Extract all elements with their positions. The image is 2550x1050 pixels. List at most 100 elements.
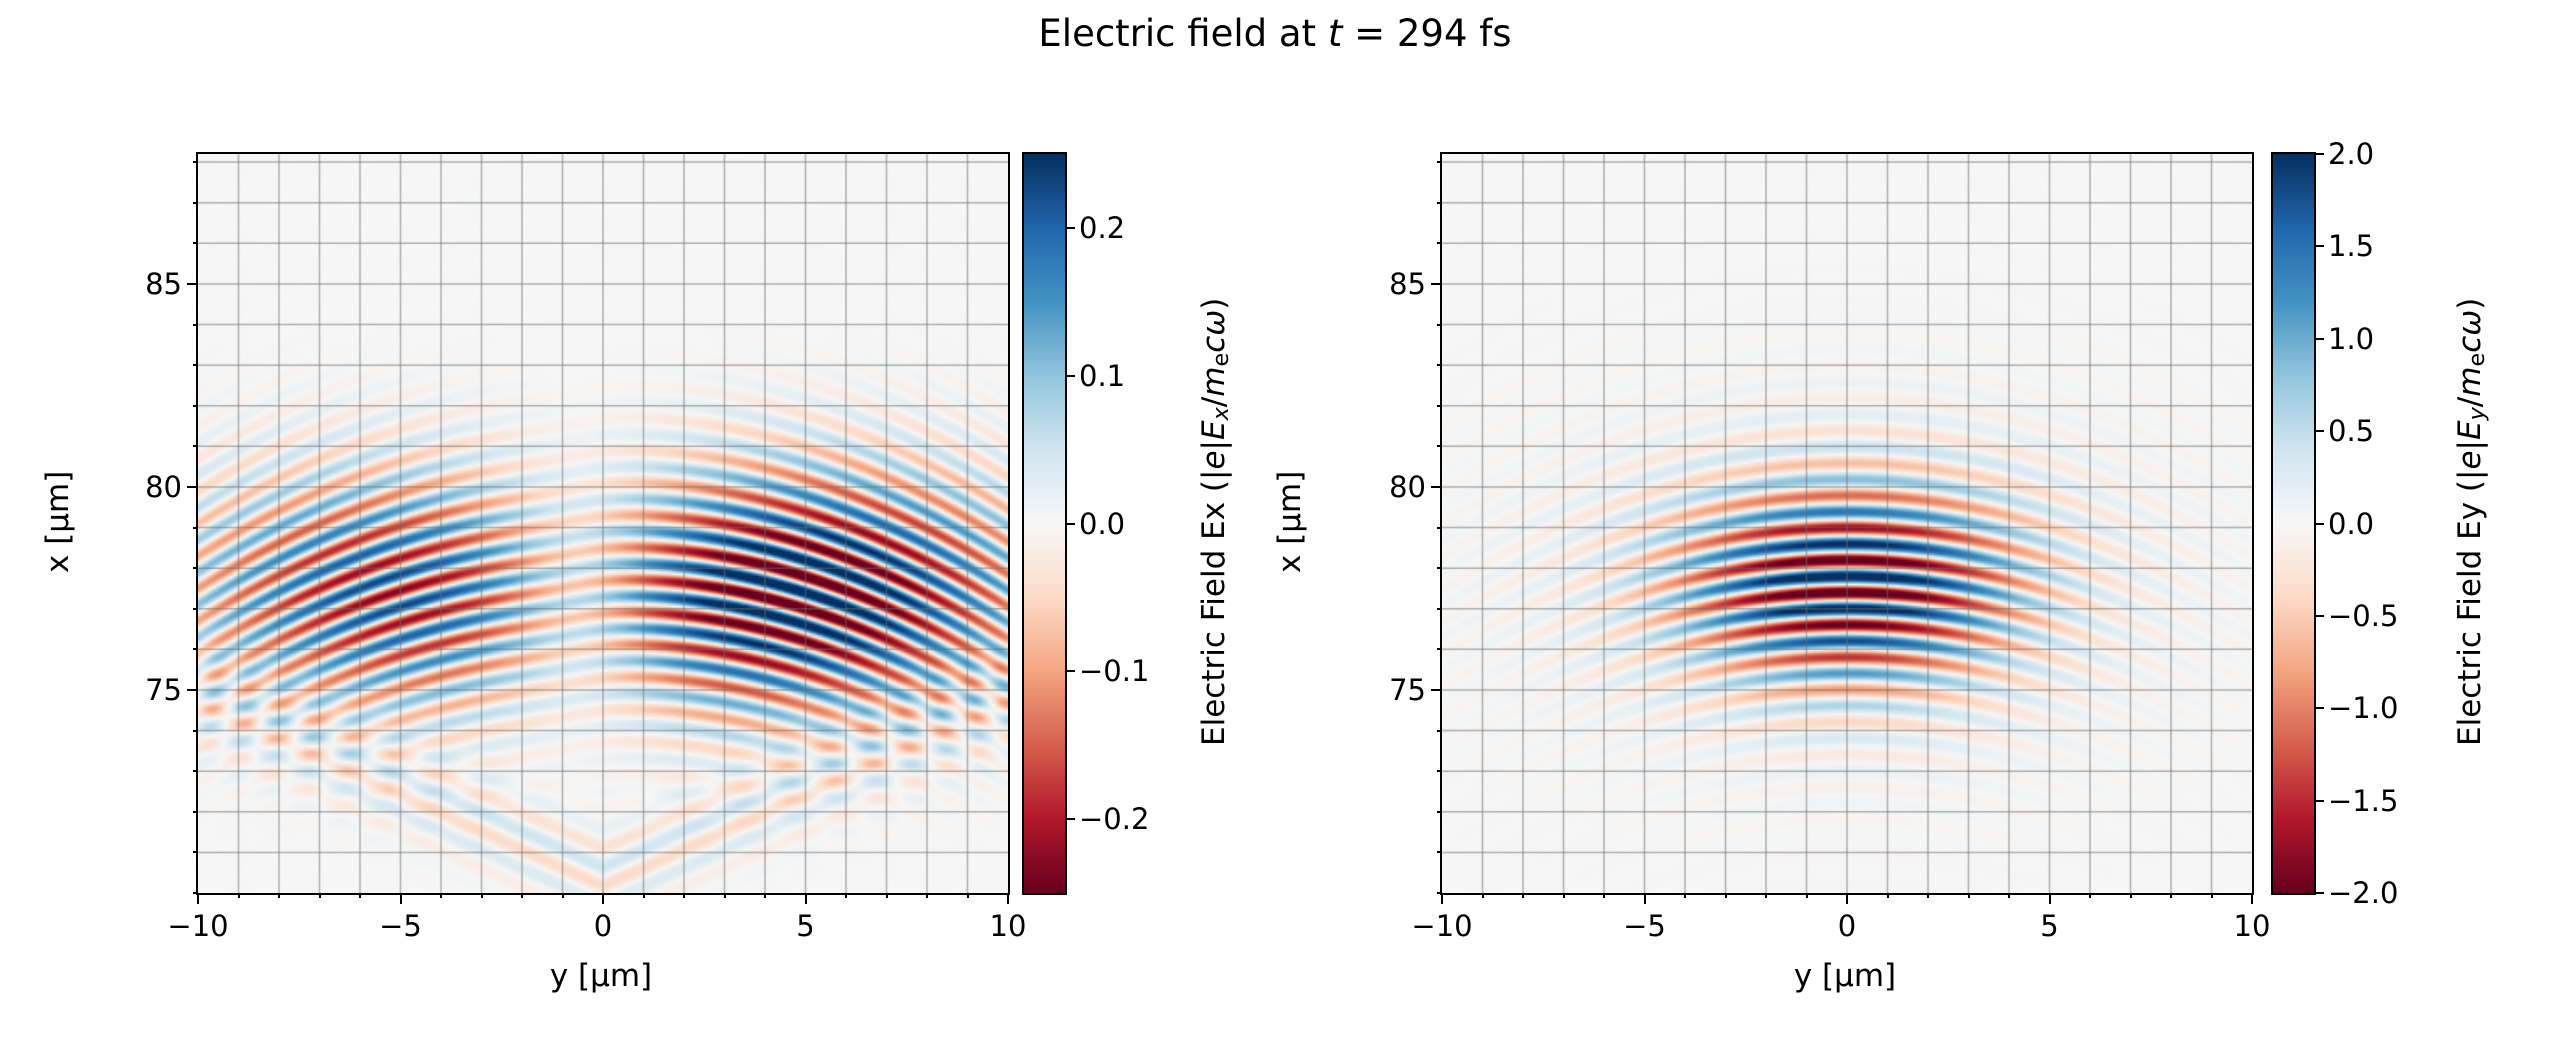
x-axis-tick [2089,893,2091,898]
x-axis-tick [440,893,442,898]
y-axis-tick [1431,688,1442,691]
y-axis-tick [1437,161,1442,164]
y-axis-tick [193,242,198,245]
y-axis-tick [193,648,198,651]
y-axis-tick [193,364,198,367]
y-axis-tick [1437,404,1442,407]
colorbar-ex: 0.2 0.1 0.0 −0.1 −0.2 [1022,152,1149,895]
y-axis-tick [1437,567,1442,570]
title-text: Electric field at [1038,12,1328,55]
ex-heatmap-canvas [198,154,1008,893]
y-axis-tick [1437,526,1442,529]
colorbar-tick-label: −1.5 [2328,783,2399,818]
y-axis-tick [1437,648,1442,651]
y-axis-tick [187,688,198,691]
colorbar-tick-label: 0.0 [2328,506,2375,541]
y-axis-tick [187,485,198,488]
colorbar-tick-label: −0.5 [2328,598,2399,633]
x-tick-label: 0 [593,909,613,943]
x-tick-label: 10 [2233,909,2271,943]
x-axis-tick [1724,893,1727,898]
colorbar-tick [1065,670,1075,673]
x-axis-tick [2210,893,2213,898]
title-variable: t [1327,12,1343,55]
y-tick-label: 75 [1389,672,1426,707]
y-axis-tick [1437,851,1442,854]
x-axis-tick [1562,893,1565,898]
x-axis-tick [399,893,402,904]
colorbar-gradient-ey [2273,154,2314,893]
x-axis-tick [2129,893,2132,898]
colorbar-tick-label: 1.0 [2328,321,2375,356]
title-suffix: = 294 fs [1342,12,1512,55]
x-axis-tick [845,893,847,898]
y-axis-tick [1437,323,1442,326]
x-axis-tick [642,893,645,898]
x-tick-label: −5 [379,909,422,943]
y-axis-tick [1437,607,1442,610]
x-axis-tick [1603,893,1605,898]
colorbar-tick [2314,799,2324,802]
y-axis-tick [193,892,198,894]
x-axis-label-ex: y [μm] [549,958,653,994]
y-axis-tick [1437,242,1442,245]
y-axis-tick [193,161,198,164]
y-axis-tick [193,404,198,407]
colorbar-tick-label: −2.0 [2328,876,2399,910]
colorbar-tick [2314,153,2324,155]
x-axis-tick [2251,893,2253,904]
y-axis-tick [1431,485,1442,488]
x-axis-tick [197,893,199,904]
x-axis-tick [1441,893,1443,904]
colorbar-tick [2314,430,2324,433]
y-axis-tick [193,567,198,570]
colorbar-tick [2314,892,2324,894]
figure-title: Electric field at t = 294 fs [0,12,2550,55]
colorbar-tick [1065,522,1075,525]
colorbar-tick-label: 2.0 [2328,137,2375,171]
colorbar-tick-label: 0.5 [2328,414,2375,449]
x-axis-tick [561,893,564,898]
y-axis-tick [1437,770,1442,773]
x-axis-tick [1967,893,1970,898]
y-tick-label: 85 [1389,266,1426,301]
y-tick-label: 75 [145,672,182,707]
x-axis-tick [318,893,321,898]
plot-area-ey: −10 −5 0 5 10 85 80 75 [1389,152,2270,943]
colorbar-ey: 2.0 1.5 1.0 0.5 0.0 −0.5 −1.0 −1.5 −2.0 [2271,137,2398,910]
y-axis-tick [193,201,198,204]
y-tick-label: 85 [145,266,182,301]
y-axis-tick [1437,201,1442,204]
y-axis-tick [1437,892,1442,894]
y-axis-tick [1437,810,1442,813]
x-axis-tick [1927,893,1929,898]
x-axis-tick [2048,893,2051,904]
x-axis-tick [683,893,685,898]
x-axis-tick [1765,893,1767,898]
y-axis-tick [193,323,198,326]
y-axis-tick [193,526,198,529]
x-tick-label: −10 [167,909,229,943]
x-tick-label: 5 [2040,909,2059,943]
y-axis-tick [193,810,198,813]
y-axis-tick [193,770,198,773]
colorbar-tick [1065,226,1075,229]
x-tick-label: −5 [1623,909,1666,943]
x-axis-tick [966,893,969,898]
x-axis-tick [764,893,766,898]
x-tick-label: 0 [1837,909,1857,943]
colorbar-tick [2314,245,2324,248]
colorbar-tick [2314,614,2324,617]
x-axis-tick [237,893,240,898]
y-axis-tick [1437,445,1442,448]
x-axis-tick [804,893,807,904]
colorbar-tick-label: 0.1 [1079,358,1126,393]
colorbar-tick [2314,337,2324,340]
ey-heatmap-canvas [1442,154,2252,893]
x-axis-tick [521,893,523,898]
y-axis-tick [193,729,198,732]
y-axis-label-ey: x [μm] [1272,470,1308,573]
x-axis-tick [278,893,280,898]
x-axis-tick [1684,893,1686,898]
colorbar-gradient-ex [1024,154,1065,893]
